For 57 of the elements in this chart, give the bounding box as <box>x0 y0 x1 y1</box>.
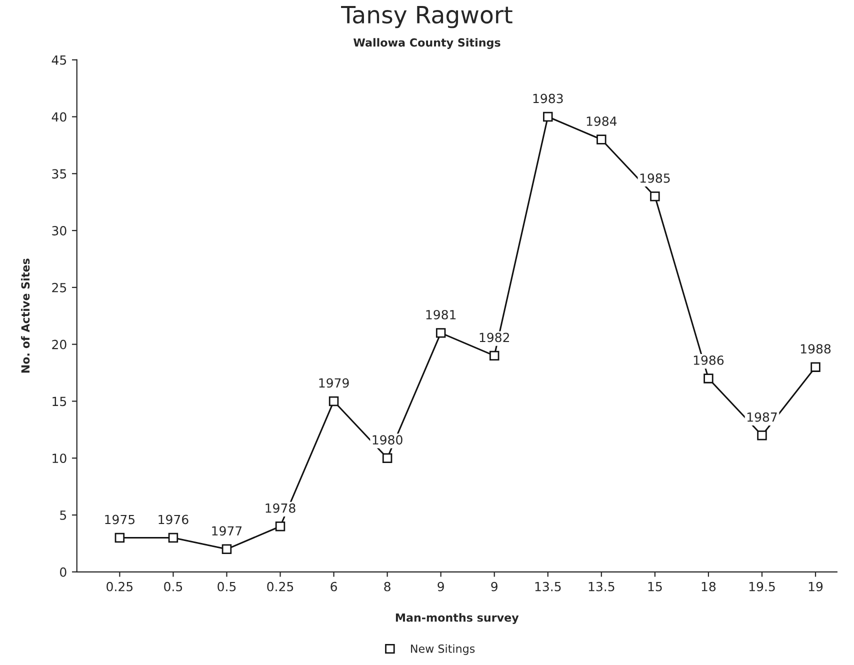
annotation: 1982 <box>480 332 510 342</box>
x-tick-label: 0.25 <box>267 582 294 592</box>
y-tick-label: 0 <box>60 567 66 577</box>
y-tick-label: 15 <box>52 396 66 406</box>
x-tick-label: 13.5 <box>588 582 614 592</box>
point <box>757 430 767 440</box>
y-tick-label: 35 <box>52 169 66 179</box>
x-tick-label: 6 <box>330 582 337 592</box>
chart-subtitle: Wallowa County Sitings <box>353 38 500 49</box>
y-tick-label: 30 <box>52 226 66 236</box>
point <box>114 532 125 543</box>
point <box>168 532 178 543</box>
y-tick-label: 45 <box>52 55 66 65</box>
x-tick-label: 19 <box>808 582 823 592</box>
point <box>596 134 606 144</box>
x-tick-label: 0.5 <box>218 582 236 592</box>
legend-label: New Sitings <box>411 644 475 655</box>
annotation: 1978 <box>266 503 296 513</box>
y-axis-title: No. of Active Sites <box>21 258 30 373</box>
annotation: 1980 <box>372 435 402 445</box>
annotation: 1984 <box>586 116 617 126</box>
x-tick-label: 9 <box>438 582 444 592</box>
annotation: 1983 <box>533 94 563 104</box>
chart-title: Tansy Ragwort <box>341 6 512 28</box>
point <box>810 362 820 372</box>
x-tick-label: 19.5 <box>749 582 775 592</box>
point <box>382 453 392 463</box>
x-tick-label: 9 <box>491 582 498 592</box>
y-tick-label: 5 <box>60 510 66 520</box>
annotation: 1987 <box>747 412 777 422</box>
point <box>489 350 500 361</box>
point <box>704 374 714 384</box>
annotation: 1975 <box>105 514 134 524</box>
point <box>222 544 232 554</box>
annotation: 1988 <box>800 344 831 354</box>
annotation: 1976 <box>158 514 188 524</box>
annotation: 1985 <box>640 173 670 183</box>
x-tick-label: 15 <box>648 582 662 592</box>
point <box>543 112 553 122</box>
annotation: 1981 <box>426 310 456 320</box>
annotation: 1986 <box>694 355 724 365</box>
x-axis-title: Man-months survey <box>396 613 519 624</box>
annotation: 1977 <box>212 526 242 536</box>
x-tick-label: 13.5 <box>535 582 561 592</box>
x-tick-label: 0.5 <box>164 582 182 592</box>
point <box>328 396 339 406</box>
point <box>275 522 286 532</box>
x-tick-label: 0.25 <box>106 582 133 592</box>
point <box>650 192 660 202</box>
point <box>436 328 446 338</box>
y-tick-label: 40 <box>52 112 66 122</box>
annotation: 1979 <box>319 378 349 388</box>
y-tick-label: 25 <box>52 282 66 292</box>
y-tick-label: 20 <box>52 340 66 350</box>
y-tick-label: 10 <box>52 454 66 464</box>
x-tick-label: 18 <box>702 582 716 592</box>
x-tick-label: 8 <box>384 582 390 592</box>
